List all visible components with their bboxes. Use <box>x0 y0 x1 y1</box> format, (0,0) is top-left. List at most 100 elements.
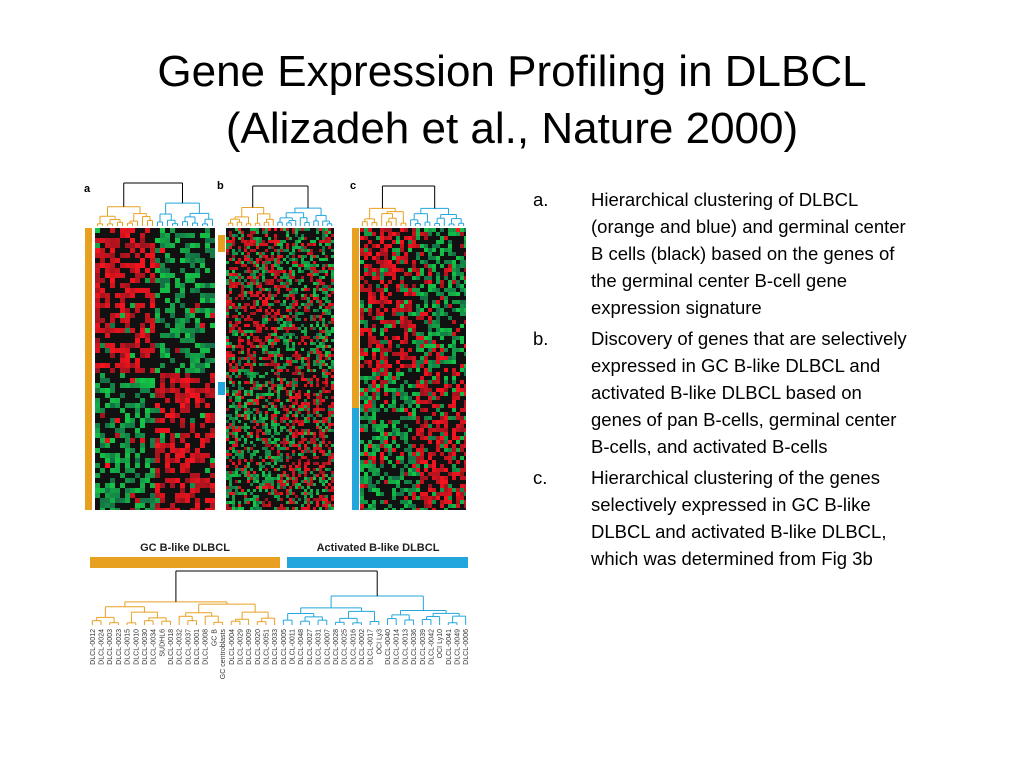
heatmap-cell <box>135 308 140 313</box>
heatmap-cell <box>360 468 364 472</box>
heatmap-cell <box>125 313 130 318</box>
heatmap-cell <box>238 381 241 384</box>
heatmap-cell <box>368 440 372 444</box>
heatmap-cell <box>301 486 304 489</box>
heatmap-cell <box>140 288 145 293</box>
heatmap-cell <box>150 248 155 253</box>
heatmap-cell <box>364 480 368 484</box>
heatmap-cell <box>404 236 408 240</box>
heatmap-cell <box>444 468 448 472</box>
heatmap-cell <box>195 268 200 273</box>
heatmap-cell <box>253 321 256 324</box>
heatmap-cell <box>180 498 185 503</box>
heatmap-cell <box>325 444 328 447</box>
heatmap-cell <box>232 267 235 270</box>
heatmap-cell <box>95 363 100 368</box>
heatmap-cell <box>388 228 392 232</box>
heatmap-cell <box>262 474 265 477</box>
heatmap-cell <box>244 474 247 477</box>
heatmap-cell <box>232 327 235 330</box>
heatmap-cell <box>256 303 259 306</box>
heatmap-cell <box>289 399 292 402</box>
heatmap-cell <box>241 297 244 300</box>
heatmap-cell <box>298 441 301 444</box>
heatmap-cell <box>244 324 247 327</box>
heatmap-cell <box>238 246 241 249</box>
heatmap-cell <box>292 384 295 387</box>
heatmap-cell <box>244 468 247 471</box>
heatmap-cell <box>292 453 295 456</box>
heatmap-cell <box>253 231 256 234</box>
heatmap-cell <box>238 426 241 429</box>
heatmap-cell <box>190 483 195 488</box>
heatmap-cell <box>310 324 313 327</box>
heatmap-cell <box>180 408 185 413</box>
heatmap-cell <box>460 408 464 412</box>
heatmap-cell <box>376 448 380 452</box>
heatmap-cell <box>460 348 464 352</box>
heatmap-cell <box>253 339 256 342</box>
heatmap-cell <box>295 309 298 312</box>
heatmap-cell <box>452 288 456 292</box>
heatmap-cell <box>460 496 464 500</box>
heatmap-cell <box>105 273 110 278</box>
heatmap-cell <box>452 280 456 284</box>
heatmap-cell <box>105 463 110 468</box>
heatmap-cell <box>436 308 440 312</box>
heatmap-cell <box>283 321 286 324</box>
heatmap-cell <box>384 300 388 304</box>
heatmap-cell <box>322 471 325 474</box>
heatmap-cell <box>190 358 195 363</box>
heatmap-cell <box>100 498 105 503</box>
heatmap-cell <box>250 330 253 333</box>
heatmap-cell <box>155 343 160 348</box>
heatmap-cell <box>464 452 466 456</box>
heatmap-cell <box>95 283 100 288</box>
heatmap-cell <box>185 498 190 503</box>
heatmap-cell <box>277 390 280 393</box>
heatmap-cell <box>259 483 262 486</box>
heatmap-cell <box>226 309 229 312</box>
heatmap-cell <box>244 279 247 282</box>
heatmap-cell <box>304 471 307 474</box>
heatmap-cell <box>280 420 283 423</box>
heatmap-cell <box>247 462 250 465</box>
heatmap-cell <box>256 264 259 267</box>
heatmap-cell <box>328 456 331 459</box>
heatmap-cell <box>238 273 241 276</box>
heatmap-cell <box>404 380 408 384</box>
heatmap-cell <box>265 270 268 273</box>
heatmap-cell <box>226 414 229 417</box>
heatmap-cell <box>440 464 444 468</box>
heatmap-cell <box>404 272 408 276</box>
heatmap-cell <box>322 435 325 438</box>
heatmap-cell <box>244 501 247 504</box>
heatmap-cell <box>180 448 185 453</box>
heatmap-cell <box>452 388 456 392</box>
heatmap-cell <box>125 443 130 448</box>
heatmap-cell <box>295 243 298 246</box>
dendrogram <box>91 570 467 625</box>
heatmap-cell <box>396 408 400 412</box>
heatmap-cell <box>155 493 160 498</box>
heatmap-cell <box>325 345 328 348</box>
heatmap-cell <box>292 480 295 483</box>
heatmap-cell <box>105 298 110 303</box>
heatmap-cell <box>268 339 271 342</box>
heatmap-cell <box>210 308 215 313</box>
heatmap-cell <box>280 465 283 468</box>
heatmap-cell <box>420 384 424 388</box>
heatmap-cell <box>262 375 265 378</box>
heatmap-cell <box>271 309 274 312</box>
heatmap-cell <box>325 309 328 312</box>
heatmap-cell <box>229 474 232 477</box>
heatmap-cell <box>226 474 229 477</box>
heatmap-cell <box>460 312 464 316</box>
heatmap-cell <box>238 306 241 309</box>
heatmap-cell <box>448 384 452 388</box>
heatmap-cell <box>262 393 265 396</box>
heatmap-cell <box>319 315 322 318</box>
heatmap-cell <box>298 498 301 501</box>
heatmap-cell <box>376 488 380 492</box>
heatmap-cell <box>286 456 289 459</box>
